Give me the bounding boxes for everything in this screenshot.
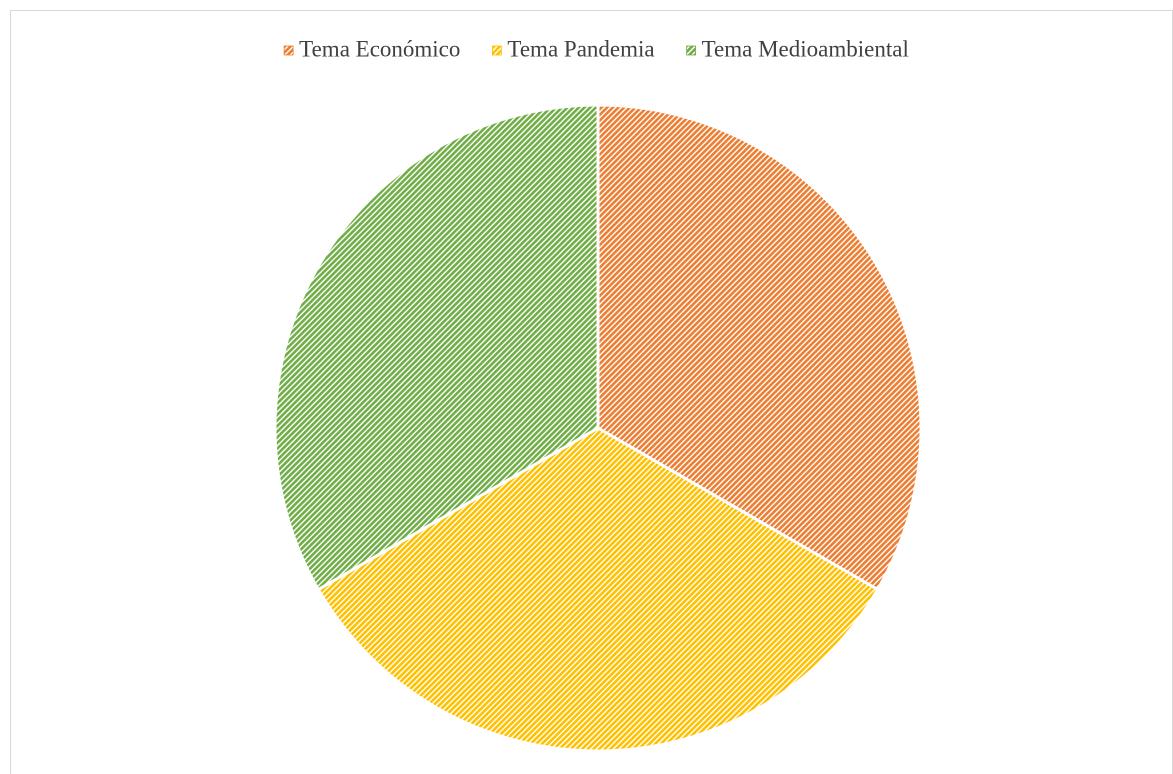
legend-marker [491,45,502,56]
legend-label: Tema Pandemia [507,36,654,61]
legend-marker [283,45,294,56]
pie-slice [316,426,880,753]
legend: Tema Económico Tema Pandemia Tema Medioamb… [283,36,909,61]
pie-slice [273,103,600,592]
pie-slice [596,103,923,592]
legend-label: Tema Económico [299,36,460,61]
legend-label: Tema Medioambiental [702,36,909,61]
legend-marker [686,45,697,56]
